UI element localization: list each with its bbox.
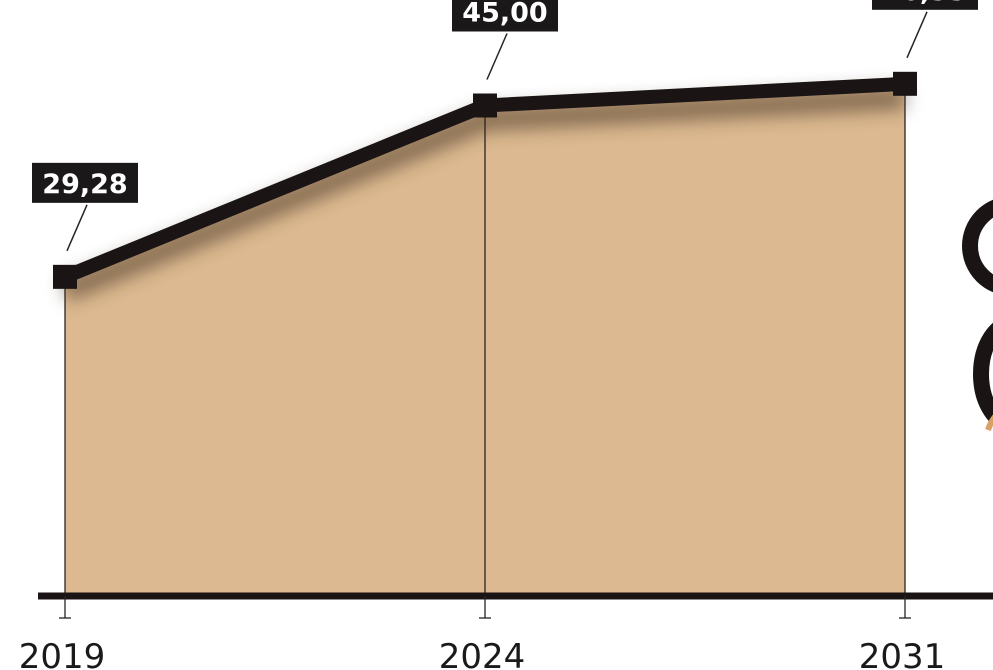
- value-label: 29,28: [42, 169, 127, 200]
- value-label-box: [32, 162, 138, 203]
- x-tick-labels: 2019 2024 2031: [19, 637, 946, 670]
- value-label-box: [452, 0, 558, 32]
- value-callouts: 29,28 45,00 46,99: [32, 0, 978, 252]
- data-point-markers: [53, 71, 917, 289]
- value-label: 46,99: [882, 0, 967, 7]
- decorative-glyph: [962, 199, 993, 432]
- x-axis-ticks: [59, 596, 911, 619]
- value-label-box: [872, 0, 978, 10]
- vertical-guides: [64, 83, 906, 596]
- data-point-2019: [53, 264, 77, 289]
- value-callout-2024: 45,00: [452, 0, 558, 80]
- tick-label-2031: 2031: [859, 637, 946, 670]
- leader-line: [486, 33, 508, 80]
- leader-line: [906, 11, 928, 59]
- data-point-2031: [893, 71, 917, 96]
- tick-label-2024: 2024: [439, 637, 526, 670]
- value-callout-2019: 29,28: [32, 162, 138, 252]
- value-label: 45,00: [462, 0, 547, 29]
- tick-label-2019: 2019: [19, 637, 106, 670]
- data-point-2024: [473, 93, 497, 118]
- value-callout-2031: 46,99: [872, 0, 978, 59]
- leader-line: [66, 204, 88, 252]
